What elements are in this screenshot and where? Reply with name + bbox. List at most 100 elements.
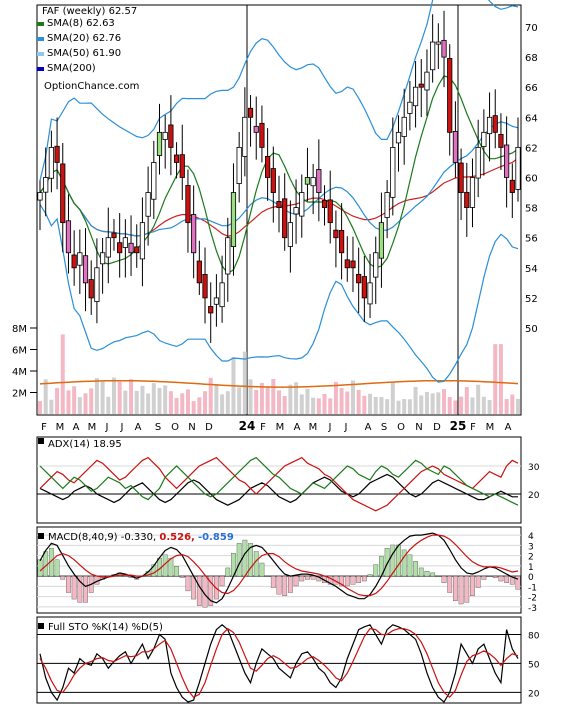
volume-bar bbox=[277, 390, 281, 414]
candle-body bbox=[338, 230, 345, 254]
adx-panel-frame bbox=[36, 436, 522, 524]
candle-body bbox=[122, 237, 128, 248]
candle-body bbox=[293, 207, 299, 215]
x-tick-label: J bbox=[120, 422, 124, 433]
candle-body bbox=[430, 41, 436, 71]
x-tick-label: A bbox=[73, 422, 80, 433]
volume-tick-label: 8M bbox=[12, 324, 27, 335]
macd-histogram-bar bbox=[219, 575, 225, 587]
candle-body bbox=[458, 162, 464, 193]
candle-body bbox=[390, 146, 396, 198]
adx-label: ADX(14) 18.95 bbox=[48, 439, 122, 450]
candle-body bbox=[475, 146, 481, 179]
price-panel-frame bbox=[36, 4, 522, 416]
volume-bar bbox=[66, 390, 71, 414]
candle-body bbox=[350, 260, 356, 269]
macd-histogram-bar bbox=[259, 562, 265, 577]
volume-bar bbox=[248, 379, 253, 414]
panel-tick-label: -1 bbox=[528, 583, 537, 593]
panel-tick-label: 20 bbox=[528, 689, 540, 699]
macd-histogram-bar bbox=[293, 575, 299, 587]
x-tick-label: F bbox=[470, 422, 476, 433]
macd-histogram-bar bbox=[475, 575, 481, 588]
candle-body bbox=[139, 222, 146, 260]
candle-body bbox=[356, 273, 362, 284]
price-tick-label: 68 bbox=[525, 53, 538, 64]
volume-bar bbox=[225, 391, 230, 414]
stochastic-k-line bbox=[39, 624, 519, 703]
legend-entry: SMA(50) 61.90 bbox=[47, 48, 121, 59]
candle-body bbox=[213, 297, 220, 305]
candle-body bbox=[424, 71, 430, 91]
x-tick-label: S bbox=[381, 422, 387, 433]
candle-body bbox=[384, 192, 390, 218]
macd-histogram-bar bbox=[447, 575, 453, 593]
candle-body bbox=[43, 177, 49, 193]
candle-body bbox=[88, 279, 94, 299]
x-tick-label: A bbox=[365, 422, 372, 433]
candle-body bbox=[395, 131, 402, 144]
candle-body bbox=[185, 185, 191, 224]
bollinger-upper-band bbox=[39, 0, 519, 181]
x-tick-label: D bbox=[433, 422, 441, 433]
macd-histogram-bar bbox=[430, 572, 436, 577]
volume-bar bbox=[430, 393, 435, 414]
candle-body bbox=[94, 267, 100, 302]
volume-bar bbox=[487, 400, 492, 414]
panel-tick-label: 0 bbox=[528, 573, 534, 583]
volume-bar bbox=[220, 394, 225, 414]
panel-tick-label: 2 bbox=[528, 553, 534, 563]
x-tick-label: D bbox=[205, 422, 213, 433]
candle-body bbox=[37, 192, 43, 201]
macd-histogram-bar bbox=[401, 549, 407, 577]
macd-histogram-bar bbox=[208, 575, 214, 606]
x-tick-label: A bbox=[294, 422, 301, 433]
macd-histogram-bar bbox=[60, 575, 66, 580]
candle-body bbox=[202, 274, 208, 299]
volume-bar bbox=[516, 398, 520, 414]
legend-entry: SMA(8) 62.63 bbox=[47, 18, 115, 29]
stochastic-panel: 80 50 20 Full STO %K(14) %D(5) bbox=[36, 616, 540, 704]
x-tick-label: F bbox=[260, 422, 266, 433]
macd-histogram-bar bbox=[37, 559, 43, 577]
volume-bar bbox=[294, 382, 299, 414]
legend-entry: SMA(20) 62.76 bbox=[47, 33, 121, 44]
macd-histogram-bar bbox=[441, 575, 447, 583]
candle-body bbox=[492, 115, 498, 133]
candle-body bbox=[401, 116, 407, 137]
volume-tick-label: 2M bbox=[12, 389, 27, 400]
volume-bar bbox=[100, 381, 105, 414]
bollinger-lower-band bbox=[39, 204, 519, 383]
macd-histogram-bar bbox=[310, 575, 316, 580]
volume-bar bbox=[208, 377, 213, 414]
candle-body bbox=[265, 155, 271, 178]
volume-bar bbox=[379, 397, 384, 414]
panel-tick-label: -2 bbox=[528, 594, 537, 604]
candle-body bbox=[447, 58, 453, 133]
candle-body bbox=[65, 220, 72, 254]
macd-histogram-bar bbox=[350, 575, 356, 585]
volume-bar bbox=[83, 393, 88, 414]
sto-legend-marker bbox=[38, 623, 44, 629]
macd-histogram-bar bbox=[344, 575, 350, 587]
volume-bar bbox=[117, 381, 122, 414]
candle-body bbox=[105, 237, 111, 258]
macd-histogram-bar bbox=[470, 575, 475, 597]
volume-bar bbox=[413, 386, 418, 414]
candle-body bbox=[82, 255, 89, 284]
x-tick-label: M bbox=[486, 422, 495, 433]
volume-bar bbox=[453, 400, 458, 414]
volume-bar bbox=[191, 401, 196, 414]
volume-bar bbox=[385, 399, 390, 414]
panel-tick-label: 4 bbox=[528, 532, 534, 542]
stochastic-d-line bbox=[39, 627, 519, 699]
macd-histogram-bar bbox=[367, 574, 373, 577]
macd-histogram-bar bbox=[492, 575, 498, 578]
candle-body bbox=[60, 163, 66, 224]
price-tick-label: 54 bbox=[525, 264, 538, 275]
x-tick-label: F bbox=[41, 422, 47, 433]
volume-bar bbox=[242, 351, 247, 414]
adx-series-line bbox=[39, 456, 519, 506]
candle-body bbox=[304, 177, 311, 185]
